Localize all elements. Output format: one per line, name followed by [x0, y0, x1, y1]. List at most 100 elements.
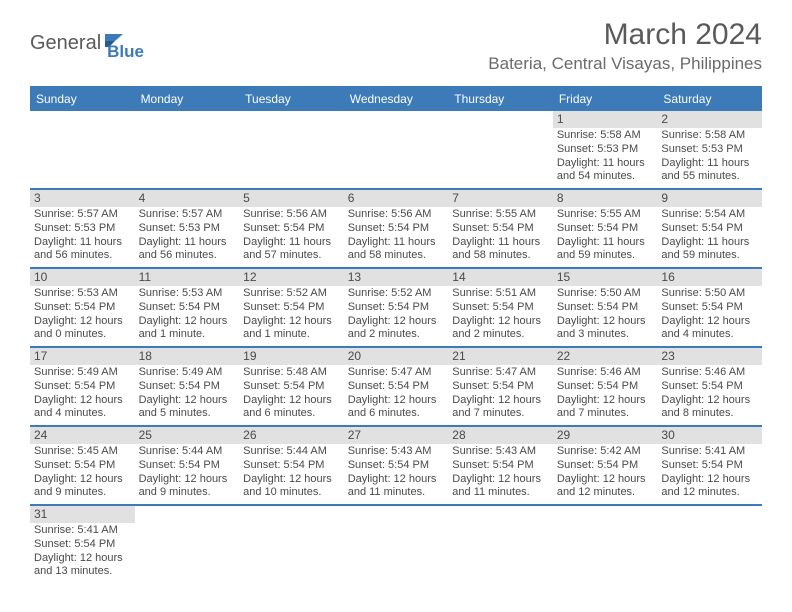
sunset-text: Sunset: 5:54 PM — [557, 222, 654, 236]
daylight-text: Daylight: 12 hours and 12 minutes. — [661, 473, 758, 501]
week-row: .....1Sunrise: 5:58 AMSunset: 5:53 PMDay… — [30, 111, 762, 190]
sunrise-text: Sunrise: 5:43 AM — [348, 445, 445, 459]
location: Bateria, Central Visayas, Philippines — [488, 54, 762, 74]
day-number: 27 — [344, 427, 449, 444]
day-cell: . — [553, 506, 658, 583]
logo-text-2: Blue — [107, 42, 144, 62]
day-number: 17 — [30, 348, 135, 365]
daylight-text: Daylight: 11 hours and 58 minutes. — [348, 236, 445, 264]
day-body: Sunrise: 5:54 AMSunset: 5:54 PMDaylight:… — [657, 208, 762, 263]
day-cell: 1Sunrise: 5:58 AMSunset: 5:53 PMDaylight… — [553, 111, 658, 188]
sunrise-text: Sunrise: 5:57 AM — [34, 208, 131, 222]
day-cell: 7Sunrise: 5:55 AMSunset: 5:54 PMDaylight… — [448, 190, 553, 267]
day-number: 18 — [135, 348, 240, 365]
daylight-text: Daylight: 12 hours and 1 minute. — [139, 315, 236, 343]
day-cell: . — [239, 506, 344, 583]
day-body: Sunrise: 5:53 AMSunset: 5:54 PMDaylight:… — [30, 287, 135, 342]
dayhead-fri: Friday — [553, 88, 658, 111]
day-body: Sunrise: 5:47 AMSunset: 5:54 PMDaylight:… — [448, 366, 553, 421]
day-number: 29 — [553, 427, 658, 444]
day-cell: . — [239, 111, 344, 188]
sunrise-text: Sunrise: 5:53 AM — [34, 287, 131, 301]
week-row: 24Sunrise: 5:45 AMSunset: 5:54 PMDayligh… — [30, 427, 762, 506]
day-body: Sunrise: 5:50 AMSunset: 5:54 PMDaylight:… — [657, 287, 762, 342]
sunset-text: Sunset: 5:54 PM — [661, 301, 758, 315]
daylight-text: Daylight: 12 hours and 8 minutes. — [661, 394, 758, 422]
day-body: Sunrise: 5:50 AMSunset: 5:54 PMDaylight:… — [553, 287, 658, 342]
day-cell: 26Sunrise: 5:44 AMSunset: 5:54 PMDayligh… — [239, 427, 344, 504]
day-cell: 9Sunrise: 5:54 AMSunset: 5:54 PMDaylight… — [657, 190, 762, 267]
sunset-text: Sunset: 5:54 PM — [661, 459, 758, 473]
day-header-row: Sunday Monday Tuesday Wednesday Thursday… — [30, 88, 762, 111]
day-body: Sunrise: 5:45 AMSunset: 5:54 PMDaylight:… — [30, 445, 135, 500]
day-cell: 24Sunrise: 5:45 AMSunset: 5:54 PMDayligh… — [30, 427, 135, 504]
day-number: 20 — [344, 348, 449, 365]
day-number: 4 — [135, 190, 240, 207]
day-body: Sunrise: 5:58 AMSunset: 5:53 PMDaylight:… — [553, 129, 658, 184]
daylight-text: Daylight: 12 hours and 11 minutes. — [452, 473, 549, 501]
day-cell: . — [448, 506, 553, 583]
day-number: 2 — [657, 111, 762, 128]
sunset-text: Sunset: 5:54 PM — [661, 380, 758, 394]
day-number: 9 — [657, 190, 762, 207]
day-body: Sunrise: 5:48 AMSunset: 5:54 PMDaylight:… — [239, 366, 344, 421]
day-number: 5 — [239, 190, 344, 207]
daylight-text: Daylight: 12 hours and 0 minutes. — [34, 315, 131, 343]
sunrise-text: Sunrise: 5:47 AM — [348, 366, 445, 380]
day-body: Sunrise: 5:49 AMSunset: 5:54 PMDaylight:… — [135, 366, 240, 421]
day-body: Sunrise: 5:56 AMSunset: 5:54 PMDaylight:… — [239, 208, 344, 263]
daylight-text: Daylight: 12 hours and 10 minutes. — [243, 473, 340, 501]
sunrise-text: Sunrise: 5:55 AM — [557, 208, 654, 222]
day-cell: . — [657, 506, 762, 583]
sunset-text: Sunset: 5:54 PM — [452, 380, 549, 394]
day-cell: 15Sunrise: 5:50 AMSunset: 5:54 PMDayligh… — [553, 269, 658, 346]
sunset-text: Sunset: 5:54 PM — [34, 459, 131, 473]
sunrise-text: Sunrise: 5:44 AM — [243, 445, 340, 459]
sunset-text: Sunset: 5:54 PM — [348, 459, 445, 473]
sunrise-text: Sunrise: 5:49 AM — [139, 366, 236, 380]
day-number: 30 — [657, 427, 762, 444]
day-cell: . — [344, 111, 449, 188]
daylight-text: Daylight: 12 hours and 9 minutes. — [34, 473, 131, 501]
day-cell: . — [30, 111, 135, 188]
day-number: 28 — [448, 427, 553, 444]
sunrise-text: Sunrise: 5:45 AM — [34, 445, 131, 459]
sunrise-text: Sunrise: 5:54 AM — [661, 208, 758, 222]
day-body: Sunrise: 5:53 AMSunset: 5:54 PMDaylight:… — [135, 287, 240, 342]
week-row: 31Sunrise: 5:41 AMSunset: 5:54 PMDayligh… — [30, 506, 762, 583]
sunset-text: Sunset: 5:54 PM — [34, 301, 131, 315]
dayhead-tue: Tuesday — [239, 88, 344, 111]
day-cell: 14Sunrise: 5:51 AMSunset: 5:54 PMDayligh… — [448, 269, 553, 346]
sunset-text: Sunset: 5:54 PM — [348, 380, 445, 394]
day-cell: 20Sunrise: 5:47 AMSunset: 5:54 PMDayligh… — [344, 348, 449, 425]
sunrise-text: Sunrise: 5:43 AM — [452, 445, 549, 459]
daylight-text: Daylight: 12 hours and 3 minutes. — [557, 315, 654, 343]
sunset-text: Sunset: 5:54 PM — [243, 222, 340, 236]
sunset-text: Sunset: 5:54 PM — [139, 301, 236, 315]
daylight-text: Daylight: 11 hours and 54 minutes. — [557, 157, 654, 185]
day-body: Sunrise: 5:41 AMSunset: 5:54 PMDaylight:… — [30, 524, 135, 579]
day-body: Sunrise: 5:46 AMSunset: 5:54 PMDaylight:… — [657, 366, 762, 421]
day-body: Sunrise: 5:43 AMSunset: 5:54 PMDaylight:… — [448, 445, 553, 500]
day-cell: 2Sunrise: 5:58 AMSunset: 5:53 PMDaylight… — [657, 111, 762, 188]
daylight-text: Daylight: 12 hours and 6 minutes. — [243, 394, 340, 422]
day-cell: 4Sunrise: 5:57 AMSunset: 5:53 PMDaylight… — [135, 190, 240, 267]
daylight-text: Daylight: 12 hours and 1 minute. — [243, 315, 340, 343]
sunset-text: Sunset: 5:53 PM — [34, 222, 131, 236]
day-number: 16 — [657, 269, 762, 286]
sunset-text: Sunset: 5:54 PM — [139, 380, 236, 394]
day-body: Sunrise: 5:46 AMSunset: 5:54 PMDaylight:… — [553, 366, 658, 421]
daylight-text: Daylight: 12 hours and 4 minutes. — [661, 315, 758, 343]
day-cell: 29Sunrise: 5:42 AMSunset: 5:54 PMDayligh… — [553, 427, 658, 504]
day-cell: . — [344, 506, 449, 583]
week-row: 10Sunrise: 5:53 AMSunset: 5:54 PMDayligh… — [30, 269, 762, 348]
day-number: 15 — [553, 269, 658, 286]
sunrise-text: Sunrise: 5:56 AM — [348, 208, 445, 222]
day-body: Sunrise: 5:44 AMSunset: 5:54 PMDaylight:… — [239, 445, 344, 500]
day-number: 31 — [30, 506, 135, 523]
sunrise-text: Sunrise: 5:50 AM — [661, 287, 758, 301]
sunset-text: Sunset: 5:54 PM — [348, 222, 445, 236]
sunrise-text: Sunrise: 5:51 AM — [452, 287, 549, 301]
day-cell: 31Sunrise: 5:41 AMSunset: 5:54 PMDayligh… — [30, 506, 135, 583]
day-body: Sunrise: 5:55 AMSunset: 5:54 PMDaylight:… — [553, 208, 658, 263]
